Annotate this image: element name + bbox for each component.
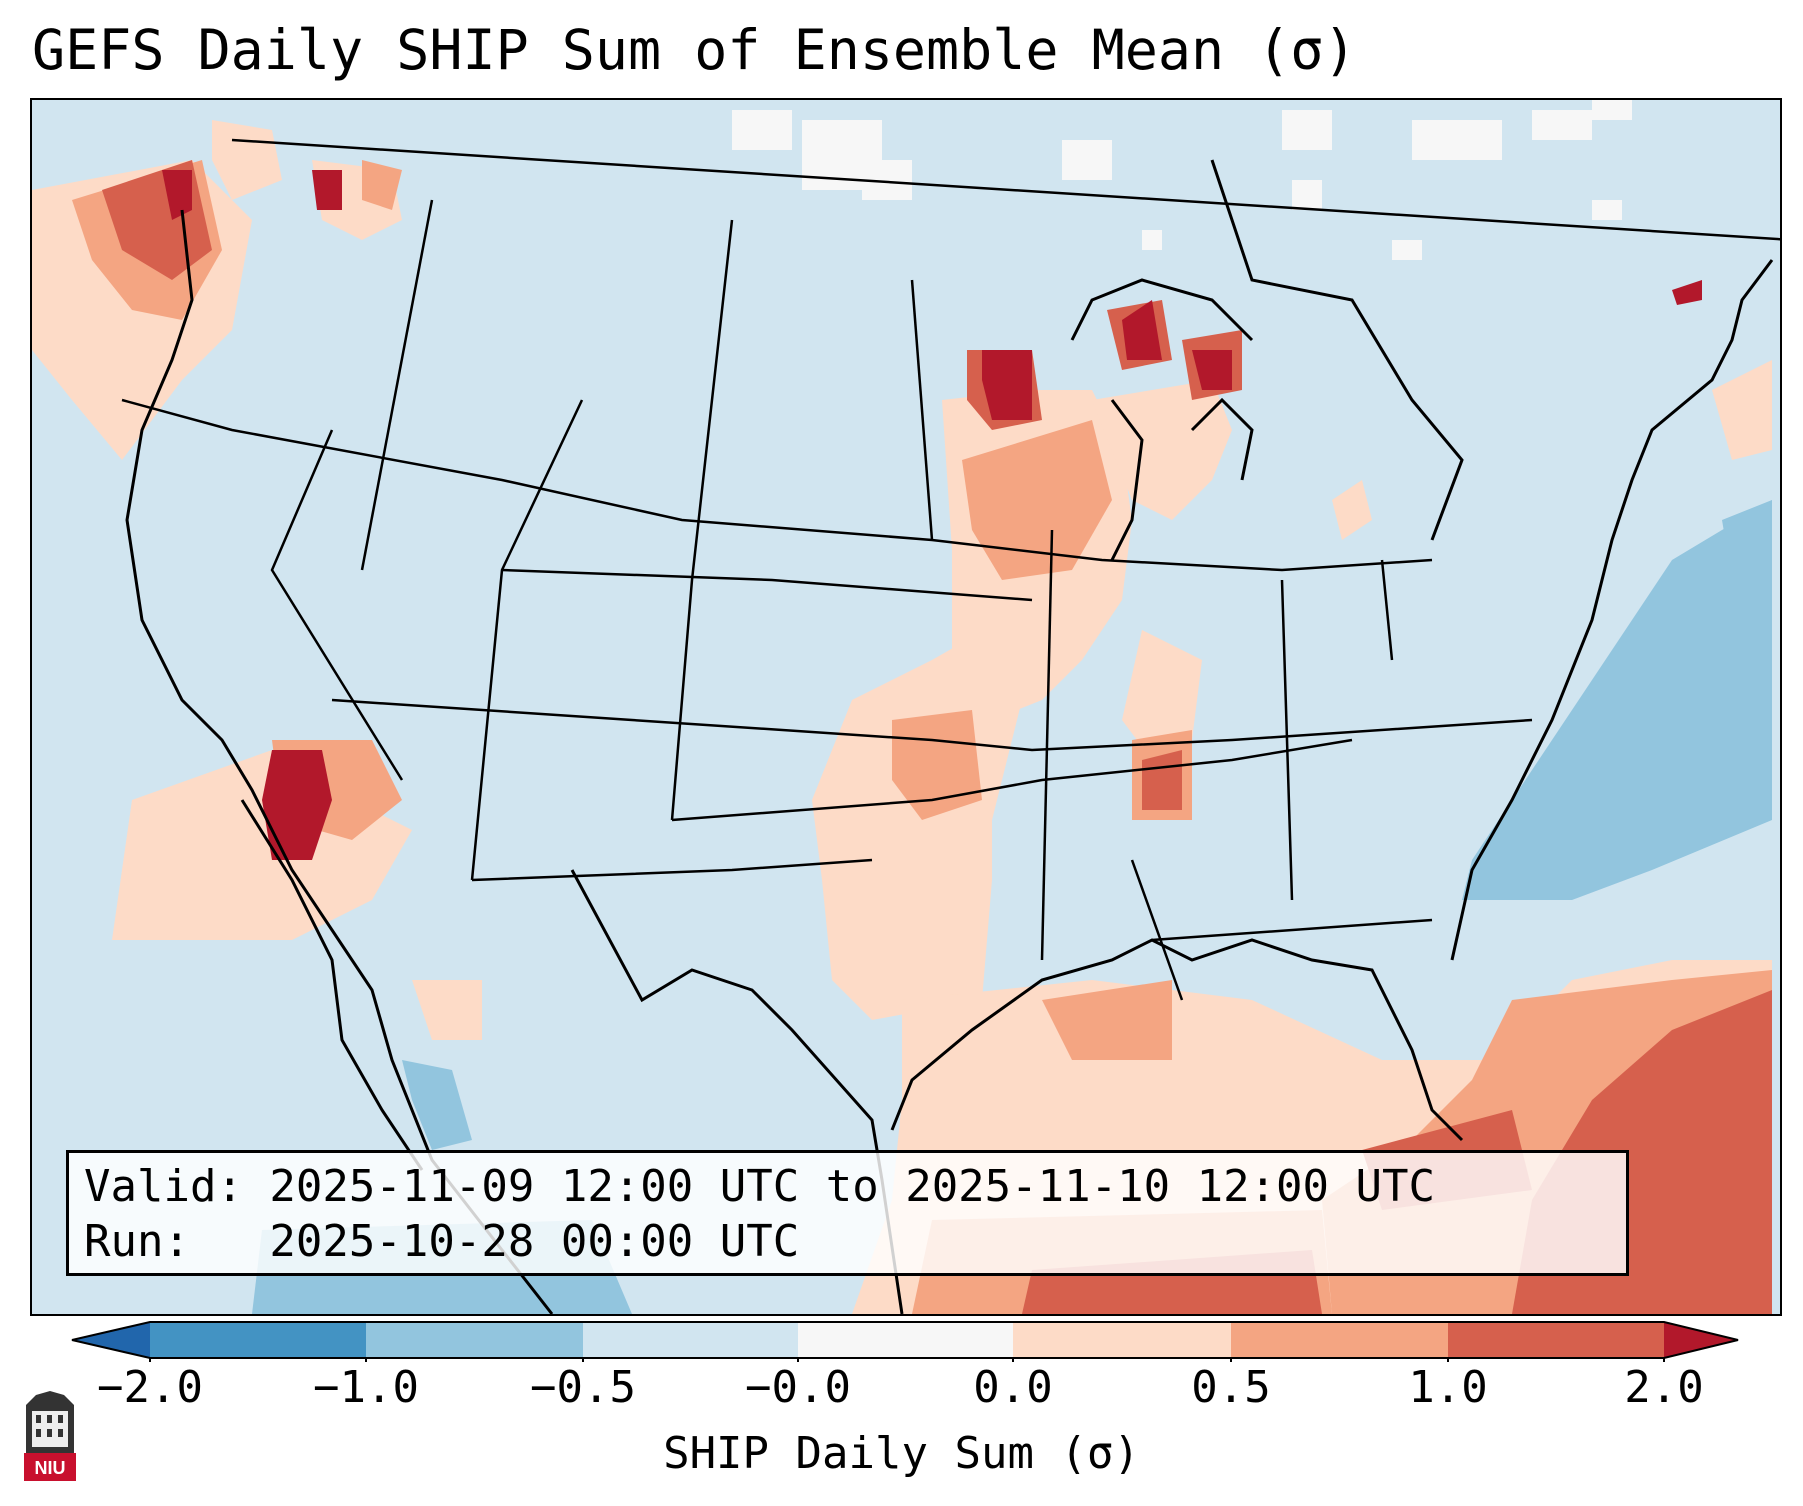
- colorbar-bin: [150, 1322, 366, 1358]
- colorbar-bin: [1013, 1322, 1231, 1358]
- map-canvas: [32, 100, 1780, 1314]
- run-line: Run: 2025-10-28 00:00 UTC: [84, 1216, 800, 1267]
- colorbar-bin: [1231, 1322, 1448, 1358]
- colorbar-extend-high: [1664, 1322, 1738, 1358]
- colorbar-bin: [798, 1322, 1013, 1358]
- valid-line: Valid: 2025-11-09 12:00 UTC to 2025-11-1…: [84, 1161, 1436, 1212]
- colorbar-tick-label: 2.0: [1624, 1362, 1704, 1413]
- map-panel: [30, 98, 1782, 1316]
- niu-logo-icon: NIU: [24, 1391, 76, 1481]
- colorbar-tick-label: 0.0: [973, 1362, 1053, 1413]
- valid-time-box: Valid: 2025-11-09 12:00 UTC to 2025-11-1…: [66, 1150, 1629, 1276]
- colorbar-bin: [1448, 1322, 1664, 1358]
- colorbar-tick-label: 0.5: [1191, 1362, 1271, 1413]
- colorbar-bin: [583, 1322, 798, 1358]
- neutral-patches: [732, 100, 1632, 260]
- state-borders: [121, 138, 1780, 1001]
- colorbar-tick-label: −1.0: [313, 1362, 419, 1413]
- logo-text: NIU: [35, 1458, 66, 1478]
- colorbar-tick-label: 1.0: [1408, 1362, 1488, 1413]
- colorbar-tick-label: −2.0: [97, 1362, 203, 1413]
- colorbar: [71, 1321, 1739, 1362]
- chart-title: GEFS Daily SHIP Sum of Ensemble Mean (σ): [32, 18, 1357, 82]
- colorbar-extend-low: [72, 1322, 150, 1358]
- colorbar-label: SHIP Daily Sum (σ): [663, 1428, 1140, 1479]
- baja-negative: [402, 1060, 472, 1150]
- atlantic-negative: [1462, 500, 1772, 900]
- positive-very-strong: [162, 170, 1702, 860]
- colorbar-tick-label: −0.5: [530, 1362, 636, 1413]
- colorbar-tick-label: −0.0: [745, 1362, 851, 1413]
- colorbar-bin: [366, 1322, 583, 1358]
